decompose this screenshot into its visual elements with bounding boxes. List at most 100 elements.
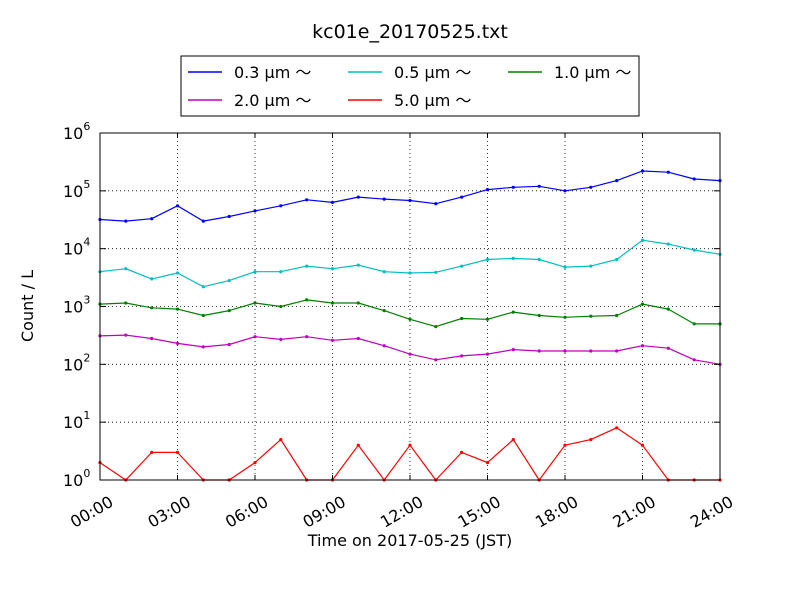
series-point	[382, 197, 386, 201]
series-point	[330, 267, 335, 271]
series-1	[98, 238, 722, 289]
series-point	[253, 209, 257, 213]
series-point	[460, 195, 464, 199]
series-point	[227, 214, 231, 219]
series-point	[305, 335, 309, 339]
series-point	[330, 338, 335, 342]
series-point	[563, 189, 567, 193]
series-point	[460, 450, 464, 454]
series-point	[615, 426, 619, 430]
series-point	[537, 184, 541, 188]
series-point	[227, 342, 231, 347]
series-point	[408, 443, 412, 447]
series-point	[511, 256, 515, 260]
series-point	[279, 337, 283, 341]
series-point	[305, 264, 309, 268]
series-point	[511, 348, 515, 352]
series-point	[253, 301, 257, 305]
series-point	[382, 270, 386, 274]
series-point	[615, 349, 619, 353]
y-tick-base: 10	[63, 413, 83, 432]
series-point	[692, 358, 696, 362]
series-point	[563, 349, 567, 353]
y-tick-base: 10	[63, 298, 83, 317]
series-point	[460, 354, 464, 358]
series-point	[124, 333, 128, 337]
series-point	[201, 345, 205, 349]
series-point	[434, 270, 438, 274]
series-point	[150, 277, 154, 281]
series-point	[279, 204, 283, 208]
series-point	[640, 169, 645, 173]
series-point	[253, 461, 257, 465]
series-0	[98, 169, 722, 223]
series-point	[201, 219, 205, 223]
series-point	[150, 217, 154, 221]
series-point	[485, 317, 490, 321]
y-tick-label: 103	[63, 294, 90, 317]
y-tick-label: 105	[63, 178, 90, 201]
series-point	[279, 438, 283, 442]
y-tick-label: 100	[63, 467, 90, 490]
y-tick-label: 104	[63, 236, 90, 259]
legend-label: 5.0 μm ～	[394, 91, 471, 110]
series-3	[98, 333, 722, 366]
series-point	[408, 317, 412, 321]
y-tick-base: 10	[63, 471, 83, 490]
series-point	[511, 185, 515, 189]
legend-item: 1.0 μm ～	[508, 63, 631, 82]
y-tick-exponent: 4	[83, 236, 90, 249]
series-point	[692, 177, 696, 181]
legend-item: 5.0 μm ～	[348, 91, 471, 110]
series-point	[124, 301, 128, 305]
series-point	[150, 306, 154, 310]
series-point	[253, 270, 257, 274]
legend-frame	[180, 55, 640, 117]
series-point	[356, 301, 360, 305]
series-point	[175, 204, 180, 208]
series-point	[589, 185, 593, 189]
series-point	[589, 314, 593, 318]
series-point	[150, 336, 154, 341]
series-point	[356, 263, 360, 267]
series-point	[640, 302, 645, 306]
legend-label: 0.5 μm ～	[394, 63, 471, 82]
y-tick-base: 10	[63, 124, 83, 143]
series-point	[460, 264, 464, 268]
series-point	[640, 443, 645, 447]
series-point	[330, 200, 335, 204]
series-point	[124, 267, 128, 271]
y-tick-base: 10	[63, 182, 83, 201]
series-point	[408, 352, 412, 356]
series-2	[98, 298, 722, 329]
series-point	[356, 443, 360, 447]
series-point	[279, 304, 283, 309]
series-point	[330, 301, 335, 305]
series-point	[666, 346, 670, 350]
series-point	[201, 285, 205, 289]
series-point	[640, 344, 645, 348]
series-point	[615, 257, 619, 262]
series-point	[589, 264, 593, 268]
y-tick-label: 102	[63, 351, 90, 374]
series-point	[692, 322, 696, 326]
legend-label: 1.0 μm ～	[554, 63, 631, 82]
series-point	[434, 202, 438, 206]
y-tick-label: 106	[63, 120, 90, 143]
series-point	[485, 188, 490, 192]
series-point	[537, 313, 541, 318]
series-point	[227, 309, 231, 313]
series-point	[150, 450, 154, 454]
y-tick-exponent: 5	[83, 178, 90, 191]
series-point	[175, 307, 180, 311]
series-point	[460, 316, 464, 321]
series-point	[589, 438, 593, 442]
series-point	[511, 438, 515, 442]
series-point	[666, 170, 670, 174]
y-tick-exponent: 6	[83, 120, 90, 133]
x-axis-label: Time on 2017-05-25 (JST)	[307, 531, 512, 550]
series-point	[253, 335, 257, 339]
series-point	[408, 271, 412, 275]
